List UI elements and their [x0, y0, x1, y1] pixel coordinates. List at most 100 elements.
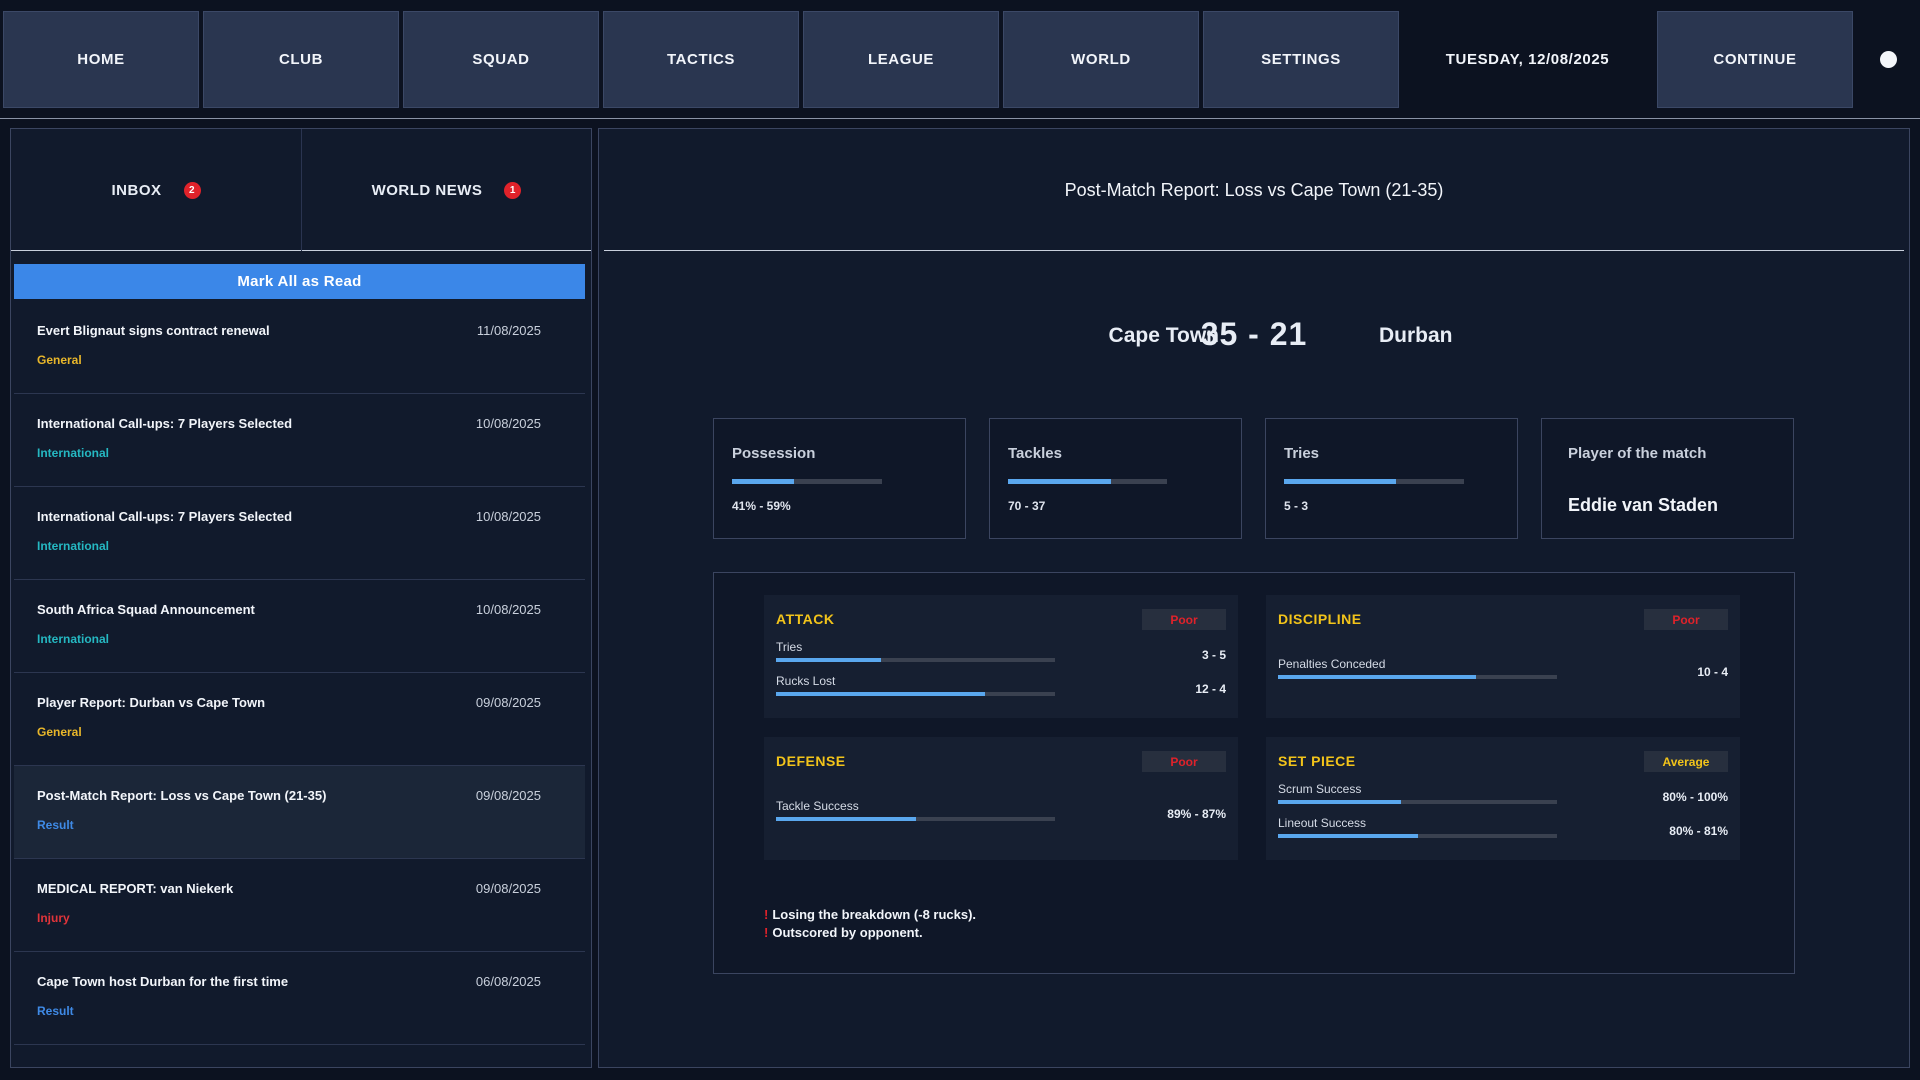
discipline-section: DISCIPLINE Poor Penalties Conceded 10 - …	[1266, 595, 1740, 718]
defense-rating: Poor	[1142, 751, 1226, 772]
message-category: International	[37, 446, 110, 460]
warning-text: Outscored by opponent.	[772, 925, 923, 940]
warnings-list: ! Losing the breakdown (-8 rucks). ! Outsc…	[764, 906, 976, 942]
stat-value: 12 - 4	[1195, 682, 1226, 696]
stat-label: Tries	[776, 640, 803, 654]
stat-value: 3 - 5	[1201, 648, 1226, 662]
set-piece-section: SET PIECE Average Scrum Success 80% - 10…	[1266, 737, 1740, 860]
message-date: 06/08/2025	[475, 974, 541, 989]
message-subject: MEDICAL REPORT: van Niekerk	[37, 881, 234, 896]
nav-tactics-button[interactable]: TACTICS	[603, 11, 799, 108]
message-date: 10/08/2025	[475, 416, 541, 431]
message-list: Evert Blignaut signs contract renewal 11…	[14, 301, 585, 1045]
stat-value: 80% - 81%	[1669, 824, 1728, 838]
player-of-match-name: Eddie van Staden	[1568, 495, 1719, 515]
home-team-name: Cape Town	[1108, 324, 1219, 347]
stat-row: Rucks Lost 12 - 4	[776, 674, 1226, 704]
message-category: General	[37, 353, 82, 367]
message-item[interactable]: International Call-ups: 7 Players Select…	[14, 487, 585, 580]
tab-world-news[interactable]: WORLD NEWS 1	[301, 129, 591, 251]
tackles-value: 70 - 37	[1008, 499, 1046, 513]
stat-row: Scrum Success 80% - 100%	[1278, 782, 1728, 812]
message-item[interactable]: International Call-ups: 7 Players Select…	[14, 394, 585, 487]
message-subject: Post-Match Report: Loss vs Cape Town (21…	[37, 788, 327, 803]
stat-label: Scrum Success	[1278, 782, 1362, 796]
attack-title: ATTACK	[776, 611, 835, 627]
stat-bar	[776, 692, 1055, 696]
stat-row: Lineout Success 80% - 81%	[1278, 816, 1728, 846]
report-panel: Post-Match Report: Loss vs Cape Town (21…	[598, 128, 1910, 1068]
tackles-label: Tackles	[1008, 445, 1062, 462]
tackles-bar	[1008, 479, 1167, 484]
tries-card: Tries 5 - 3	[1265, 418, 1518, 539]
top-nav: HOME CLUB SQUAD TACTICS LEAGUE WORLD SET…	[0, 0, 1920, 119]
message-item[interactable]: South Africa Squad Announcement 10/08/20…	[14, 580, 585, 673]
possession-label: Possession	[732, 445, 816, 462]
message-item[interactable]: MEDICAL REPORT: van Niekerk 09/08/2025 I…	[14, 859, 585, 952]
away-team-name: Durban	[1379, 324, 1453, 347]
mark-all-read-button[interactable]: Mark All as Read	[14, 264, 585, 299]
message-subject: International Call-ups: 7 Players Select…	[37, 509, 293, 524]
continue-button[interactable]: CONTINUE	[1657, 11, 1853, 108]
stat-value: 80% - 100%	[1662, 790, 1728, 804]
message-subject: Cape Town host Durban for the first time	[37, 974, 289, 989]
warning-item: ! Losing the breakdown (-8 rucks).	[764, 906, 976, 924]
tackles-card: Tackles 70 - 37	[989, 418, 1242, 539]
nav-club-button[interactable]: CLUB	[203, 11, 399, 108]
nav-home-button[interactable]: HOME	[3, 11, 199, 108]
possession-value: 41% - 59%	[732, 499, 791, 513]
set-piece-rating: Average	[1644, 751, 1728, 772]
message-category: Result	[37, 818, 74, 832]
stat-bar	[1278, 800, 1557, 804]
message-category: Result	[37, 1004, 74, 1018]
stat-value: 89% - 87%	[1167, 807, 1226, 821]
stat-label: Penalties Conceded	[1278, 657, 1386, 671]
tries-label: Tries	[1284, 445, 1320, 462]
stat-label: Lineout Success	[1278, 816, 1367, 830]
status-dot-icon[interactable]	[1880, 51, 1897, 68]
stat-bar	[1278, 675, 1557, 679]
analysis-box: ATTACK Poor Tries 3 - 5 Rucks Lost 12 - …	[713, 572, 1795, 974]
possession-bar	[732, 479, 882, 484]
tab-inbox[interactable]: INBOX 2	[11, 129, 301, 251]
message-item-selected[interactable]: Post-Match Report: Loss vs Cape Town (21…	[14, 766, 585, 859]
discipline-rating: Poor	[1644, 609, 1728, 630]
nav-world-button[interactable]: WORLD	[1003, 11, 1199, 108]
tab-world-news-label: WORLD NEWS	[371, 181, 483, 199]
message-date: 09/08/2025	[475, 881, 541, 896]
stat-label: Tackle Success	[776, 799, 859, 813]
stat-bar	[1278, 834, 1557, 838]
stat-row: Tackle Success 89% - 87%	[776, 799, 1226, 829]
title-divider	[604, 250, 1904, 251]
tries-bar	[1284, 479, 1464, 484]
inbox-tabs: INBOX 2 WORLD NEWS 1	[11, 129, 591, 251]
message-category: General	[37, 725, 82, 739]
inbox-panel: INBOX 2 WORLD NEWS 1 Mark All as Read Ev…	[10, 128, 592, 1068]
report-title: Post-Match Report: Loss vs Cape Town (21…	[1064, 179, 1444, 200]
player-of-match-label: Player of the match	[1568, 445, 1707, 462]
match-score: 35 - 21	[1200, 316, 1308, 352]
message-item[interactable]: Cape Town host Durban for the first time…	[14, 952, 585, 1045]
message-item[interactable]: Evert Blignaut signs contract renewal 11…	[14, 301, 585, 394]
attack-rating: Poor	[1142, 609, 1226, 630]
inbox-unread-badge: 2	[183, 181, 201, 199]
message-category: Injury	[37, 911, 70, 925]
stat-row: Penalties Conceded 10 - 4	[1278, 657, 1728, 687]
message-category: International	[37, 632, 110, 646]
current-date: TUESDAY, 12/08/2025	[1445, 51, 1610, 68]
message-category: International	[37, 539, 110, 553]
player-of-match-card: Player of the match Eddie van Staden	[1541, 418, 1794, 539]
message-date: 11/08/2025	[476, 323, 541, 338]
nav-league-button[interactable]: LEAGUE	[803, 11, 999, 108]
message-date: 10/08/2025	[475, 509, 541, 524]
message-item[interactable]: Player Report: Durban vs Cape Town 09/08…	[14, 673, 585, 766]
nav-squad-button[interactable]: SQUAD	[403, 11, 599, 108]
warning-icon: !	[764, 925, 769, 940]
defense-section: DEFENSE Poor Tackle Success 89% - 87%	[764, 737, 1238, 860]
possession-card: Possession 41% - 59%	[713, 418, 966, 539]
message-subject: South Africa Squad Announcement	[37, 602, 255, 617]
nav-settings-button[interactable]: SETTINGS	[1203, 11, 1399, 108]
discipline-title: DISCIPLINE	[1278, 611, 1362, 627]
stat-bar	[776, 658, 1055, 662]
warning-text: Losing the breakdown (-8 rucks).	[772, 907, 977, 922]
